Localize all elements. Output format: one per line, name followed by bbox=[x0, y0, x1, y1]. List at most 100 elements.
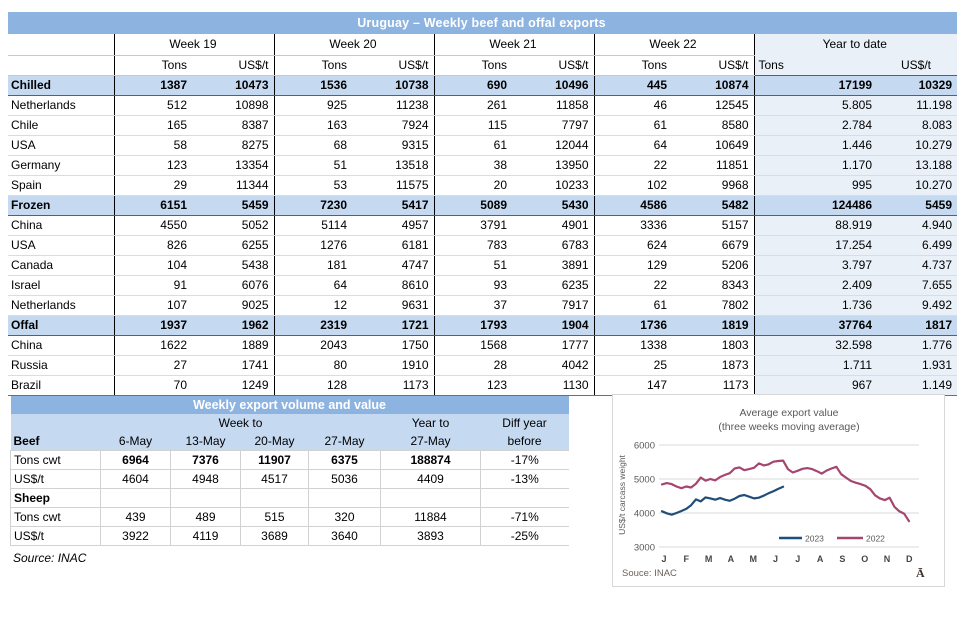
value-cell: 181 bbox=[273, 255, 352, 276]
table2-source: Source: INAC bbox=[13, 551, 87, 565]
ytd-usd-header: US$/t bbox=[877, 55, 957, 76]
value-cell: 6964 bbox=[100, 450, 171, 470]
column-header: 27-May bbox=[308, 432, 381, 451]
row-label: Offal bbox=[8, 315, 114, 336]
value-cell: 128 bbox=[273, 375, 352, 396]
value-cell: 1536 bbox=[273, 75, 352, 96]
table-row: USA 826 6255 1276 6181 783 6783 624 6679 17.254 6.… bbox=[8, 235, 957, 256]
x-tick-label: D bbox=[906, 554, 913, 564]
value-cell: 7376 bbox=[170, 450, 241, 470]
value-cell: 10496 bbox=[512, 75, 594, 96]
usd-header: US$/t bbox=[672, 55, 754, 76]
value-cell: 7230 bbox=[273, 195, 352, 216]
table-row: Spain 29 11344 53 11575 20 10233 102 9968 995 10.2… bbox=[8, 175, 957, 196]
value-cell: 1937 bbox=[113, 315, 192, 336]
value-cell: 4550 bbox=[113, 215, 192, 236]
value-cell: 51 bbox=[433, 255, 512, 276]
row-label: Chile bbox=[8, 115, 114, 136]
table-row: Netherlands 107 9025 12 9631 37 7917 61 7802 1.73… bbox=[8, 295, 957, 316]
week-header: Week 22 bbox=[593, 34, 754, 56]
value-cell: 6235 bbox=[512, 275, 594, 296]
value-cell: 2.409 bbox=[753, 275, 877, 296]
value-cell: 515 bbox=[240, 507, 309, 527]
row-label: China bbox=[8, 335, 114, 356]
value-cell: 4.737 bbox=[877, 255, 957, 276]
value-cell: 11575 bbox=[352, 175, 434, 196]
value-cell: -25% bbox=[479, 526, 569, 546]
value-cell: 9968 bbox=[672, 175, 754, 196]
value-cell: 46 bbox=[593, 95, 672, 116]
table-row: Israel 91 6076 64 8610 93 6235 22 8343 2.409 7.655 bbox=[8, 275, 957, 296]
row-label: Netherlands bbox=[8, 95, 114, 116]
value-cell: 6679 bbox=[672, 235, 754, 256]
chart-title: Average export value bbox=[739, 407, 838, 419]
value-cell: 5482 bbox=[672, 195, 754, 216]
value-cell: 104 bbox=[113, 255, 192, 276]
value-cell: 13518 bbox=[352, 155, 434, 176]
sheep-section-row: Sheep bbox=[10, 488, 569, 508]
value-cell: 445 bbox=[593, 75, 672, 96]
value-cell: -13% bbox=[479, 469, 569, 489]
value-cell: 1962 bbox=[192, 315, 274, 336]
table-row: USA 58 8275 68 9315 61 12044 64 10649 1.446 10.279 bbox=[8, 135, 957, 156]
value-cell: 9.492 bbox=[877, 295, 957, 316]
value-cell: 4119 bbox=[170, 526, 241, 546]
chart-source: Souce: INAC bbox=[622, 568, 677, 579]
table-row: Canada 104 5438 181 4747 51 3891 129 5206 3.797 4.… bbox=[8, 255, 957, 276]
table-row: Chilled 1387 10473 1536 10738 690 10496 445 1087… bbox=[8, 75, 957, 96]
value-cell: 10233 bbox=[512, 175, 594, 196]
value-cell: 624 bbox=[593, 235, 672, 256]
value-cell: 2319 bbox=[273, 315, 352, 336]
table-row: Chile 165 8387 163 7924 115 7797 61 8580 2.784 8.0… bbox=[8, 115, 957, 136]
value-cell: 10898 bbox=[192, 95, 274, 116]
value-cell: 5157 bbox=[672, 215, 754, 236]
table2-group-header-row: Week to Year to Diff year bbox=[10, 414, 569, 432]
value-cell: 188874 bbox=[380, 450, 481, 470]
value-cell: 17199 bbox=[753, 75, 877, 96]
weekly-exports-table-wrap: Uruguay – Weekly beef and offal exports W… bbox=[8, 12, 957, 396]
value-cell: 7924 bbox=[352, 115, 434, 136]
value-cell: 3922 bbox=[100, 526, 171, 546]
value-cell: 70 bbox=[113, 375, 192, 396]
value-cell: 1276 bbox=[273, 235, 352, 256]
value-cell: 7797 bbox=[512, 115, 594, 136]
value-cell: 1338 bbox=[593, 335, 672, 356]
value-cell: 12044 bbox=[512, 135, 594, 156]
week-to-header: Week to bbox=[100, 414, 381, 432]
row-label: China bbox=[8, 215, 114, 236]
value-cell: 489 bbox=[170, 507, 241, 527]
value-cell: 4409 bbox=[380, 469, 481, 489]
x-tick-label: M bbox=[749, 554, 757, 564]
sheep-section-label: Sheep bbox=[10, 488, 101, 508]
row-label: Tons cwt bbox=[10, 507, 101, 527]
value-cell: 165 bbox=[113, 115, 192, 136]
value-cell: 11.198 bbox=[877, 95, 957, 116]
value-cell: 7917 bbox=[512, 295, 594, 316]
column-header: 20-May bbox=[240, 432, 309, 451]
value-cell: 967 bbox=[753, 375, 877, 396]
x-tick-label: F bbox=[684, 554, 690, 564]
value-cell: 1173 bbox=[352, 375, 434, 396]
value-cell: 6375 bbox=[308, 450, 381, 470]
value-cell: 88.919 bbox=[753, 215, 877, 236]
value-cell: 1777 bbox=[512, 335, 594, 356]
table-row: Tons cwt 6964 7376 11907 6375 188874 -17% bbox=[10, 450, 569, 470]
value-cell: 3.797 bbox=[753, 255, 877, 276]
row-label: Spain bbox=[8, 175, 114, 196]
value-cell: 9631 bbox=[352, 295, 434, 316]
value-cell: 61 bbox=[593, 295, 672, 316]
value-cell: 3336 bbox=[593, 215, 672, 236]
value-cell: 1721 bbox=[352, 315, 434, 336]
value-cell: 107 bbox=[113, 295, 192, 316]
column-header: 27-May bbox=[380, 432, 481, 451]
value-cell: 1803 bbox=[672, 335, 754, 356]
row-label: Chilled bbox=[8, 75, 114, 96]
table-row: Netherlands 512 10898 925 11238 261 11858 46 125… bbox=[8, 95, 957, 116]
tons-header: Tons bbox=[593, 55, 672, 76]
usd-header: US$/t bbox=[512, 55, 594, 76]
value-cell: 1173 bbox=[672, 375, 754, 396]
value-cell: 8343 bbox=[672, 275, 754, 296]
usd-header: US$/t bbox=[352, 55, 434, 76]
legend-label-2023: 2023 bbox=[805, 534, 824, 544]
